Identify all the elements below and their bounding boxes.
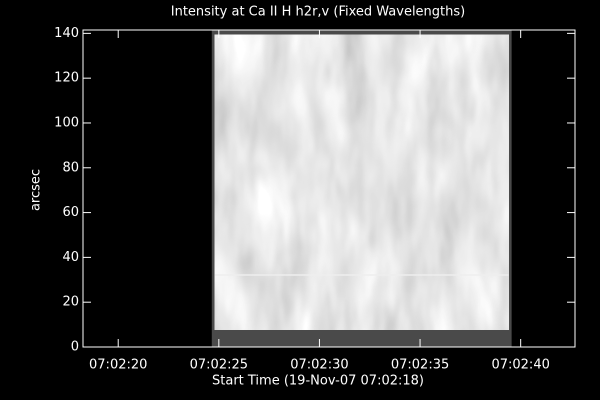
- y-tick-label: 120: [54, 71, 79, 86]
- x-tick-label: 07:02:30: [290, 358, 348, 373]
- plot-frame: [82, 29, 576, 348]
- x-tick-label: 07:02:40: [491, 358, 549, 373]
- y-tick-label: 40: [62, 250, 79, 265]
- y-axis-label: arcsec: [29, 169, 44, 211]
- y-tick-label: 20: [62, 295, 79, 310]
- x-tick-label: 07:02:25: [190, 358, 248, 373]
- y-tick-label: 140: [54, 26, 79, 41]
- image-data: [214, 34, 509, 330]
- x-tick-label: 07:02:35: [391, 358, 449, 373]
- y-tick-label: 0: [71, 340, 79, 355]
- y-tick-label: 80: [62, 160, 79, 175]
- y-tick-label: 100: [54, 115, 79, 130]
- x-axis-label: Start Time (19-Nov-07 07:02:18): [212, 374, 424, 389]
- y-tick-label: 60: [62, 205, 79, 220]
- image-layer: [211, 30, 512, 347]
- x-tick-label: 07:02:20: [89, 358, 147, 373]
- chart-title: Intensity at Ca II H h2r,v (Fixed Wavele…: [171, 5, 465, 20]
